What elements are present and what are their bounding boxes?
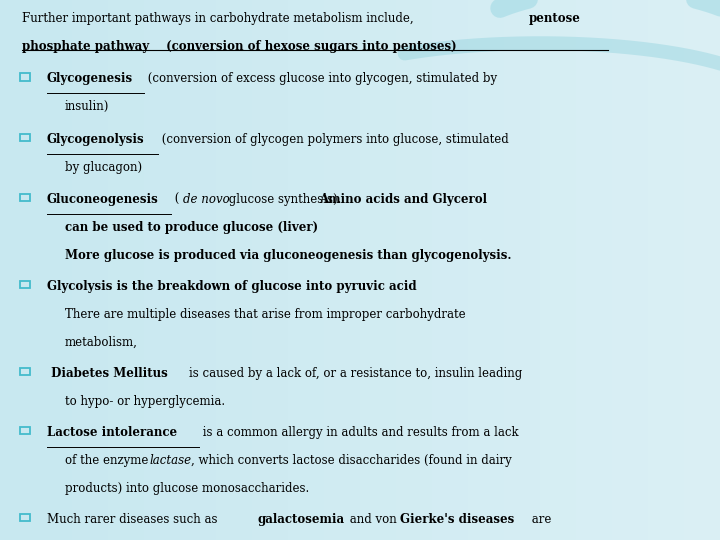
Text: Glycogenesis: Glycogenesis: [47, 72, 133, 85]
Text: can be used to produce glucose (liver): can be used to produce glucose (liver): [65, 221, 318, 234]
Text: More glucose is produced via gluconeogenesis than glycogenolysis.: More glucose is produced via gluconeogen…: [65, 249, 511, 262]
Text: Amino acids and Glycerol: Amino acids and Glycerol: [319, 193, 487, 206]
Text: products) into glucose monosaccharides.: products) into glucose monosaccharides.: [65, 482, 309, 495]
Text: Gierke's diseases: Gierke's diseases: [400, 513, 514, 526]
Text: phosphate pathway: phosphate pathway: [22, 40, 149, 53]
Text: Diabetes Mellitus: Diabetes Mellitus: [47, 367, 168, 380]
Text: Lactose intolerance: Lactose intolerance: [47, 426, 177, 439]
Text: Glycogenolysis: Glycogenolysis: [47, 133, 145, 146]
Bar: [612, 0, 648, 540]
Bar: [72, 0, 108, 540]
Text: Much rarer diseases such as: Much rarer diseases such as: [47, 513, 221, 526]
Bar: [504, 0, 540, 540]
Bar: [144, 0, 180, 540]
Text: Glycolysis is the breakdown of glucose into pyruvic acid: Glycolysis is the breakdown of glucose i…: [47, 280, 416, 293]
Bar: [252, 0, 288, 540]
Bar: [360, 0, 396, 540]
Bar: [36, 0, 72, 540]
Text: (: (: [171, 193, 179, 206]
Text: by glucagon): by glucagon): [65, 161, 142, 174]
Bar: [0, 0, 36, 540]
Bar: [540, 0, 576, 540]
Text: pentose: pentose: [529, 12, 581, 25]
Bar: [468, 0, 504, 540]
Bar: [576, 0, 612, 540]
Text: of the enzyme: of the enzyme: [65, 454, 152, 467]
Text: galactosemia: galactosemia: [257, 513, 344, 526]
Text: (conversion of glycogen polymers into glucose, stimulated: (conversion of glycogen polymers into gl…: [158, 133, 509, 146]
Bar: [288, 0, 324, 540]
Text: , which converts lactose disaccharides (found in dairy: , which converts lactose disaccharides (…: [191, 454, 511, 467]
Bar: [432, 0, 468, 540]
Text: (conversion of hexose sugars into pentoses): (conversion of hexose sugars into pentos…: [162, 40, 456, 53]
Bar: [216, 0, 252, 540]
Text: metabolism,: metabolism,: [65, 336, 138, 349]
Text: Gluconeogenesis: Gluconeogenesis: [47, 193, 158, 206]
Text: There are multiple diseases that arise from improper carbohydrate: There are multiple diseases that arise f…: [65, 308, 465, 321]
Text: insulin): insulin): [65, 100, 109, 113]
Text: glucose synthesis).: glucose synthesis).: [225, 193, 346, 206]
Text: lactase: lactase: [150, 454, 192, 467]
Text: (conversion of excess glucose into glycogen, stimulated by: (conversion of excess glucose into glyco…: [144, 72, 497, 85]
Text: to hypo- or hyperglycemia.: to hypo- or hyperglycemia.: [65, 395, 225, 408]
Bar: [396, 0, 432, 540]
Bar: [180, 0, 216, 540]
Text: is a common allergy in adults and results from a lack: is a common allergy in adults and result…: [199, 426, 519, 439]
Bar: [324, 0, 360, 540]
Text: Further important pathways in carbohydrate metabolism include,: Further important pathways in carbohydra…: [22, 12, 417, 25]
Bar: [648, 0, 684, 540]
Text: de novo: de novo: [183, 193, 230, 206]
Text: are: are: [528, 513, 551, 526]
Text: is caused by a lack of, or a resistance to, insulin leading: is caused by a lack of, or a resistance …: [189, 367, 523, 380]
Bar: [684, 0, 720, 540]
Bar: [108, 0, 144, 540]
Text: and von: and von: [346, 513, 400, 526]
